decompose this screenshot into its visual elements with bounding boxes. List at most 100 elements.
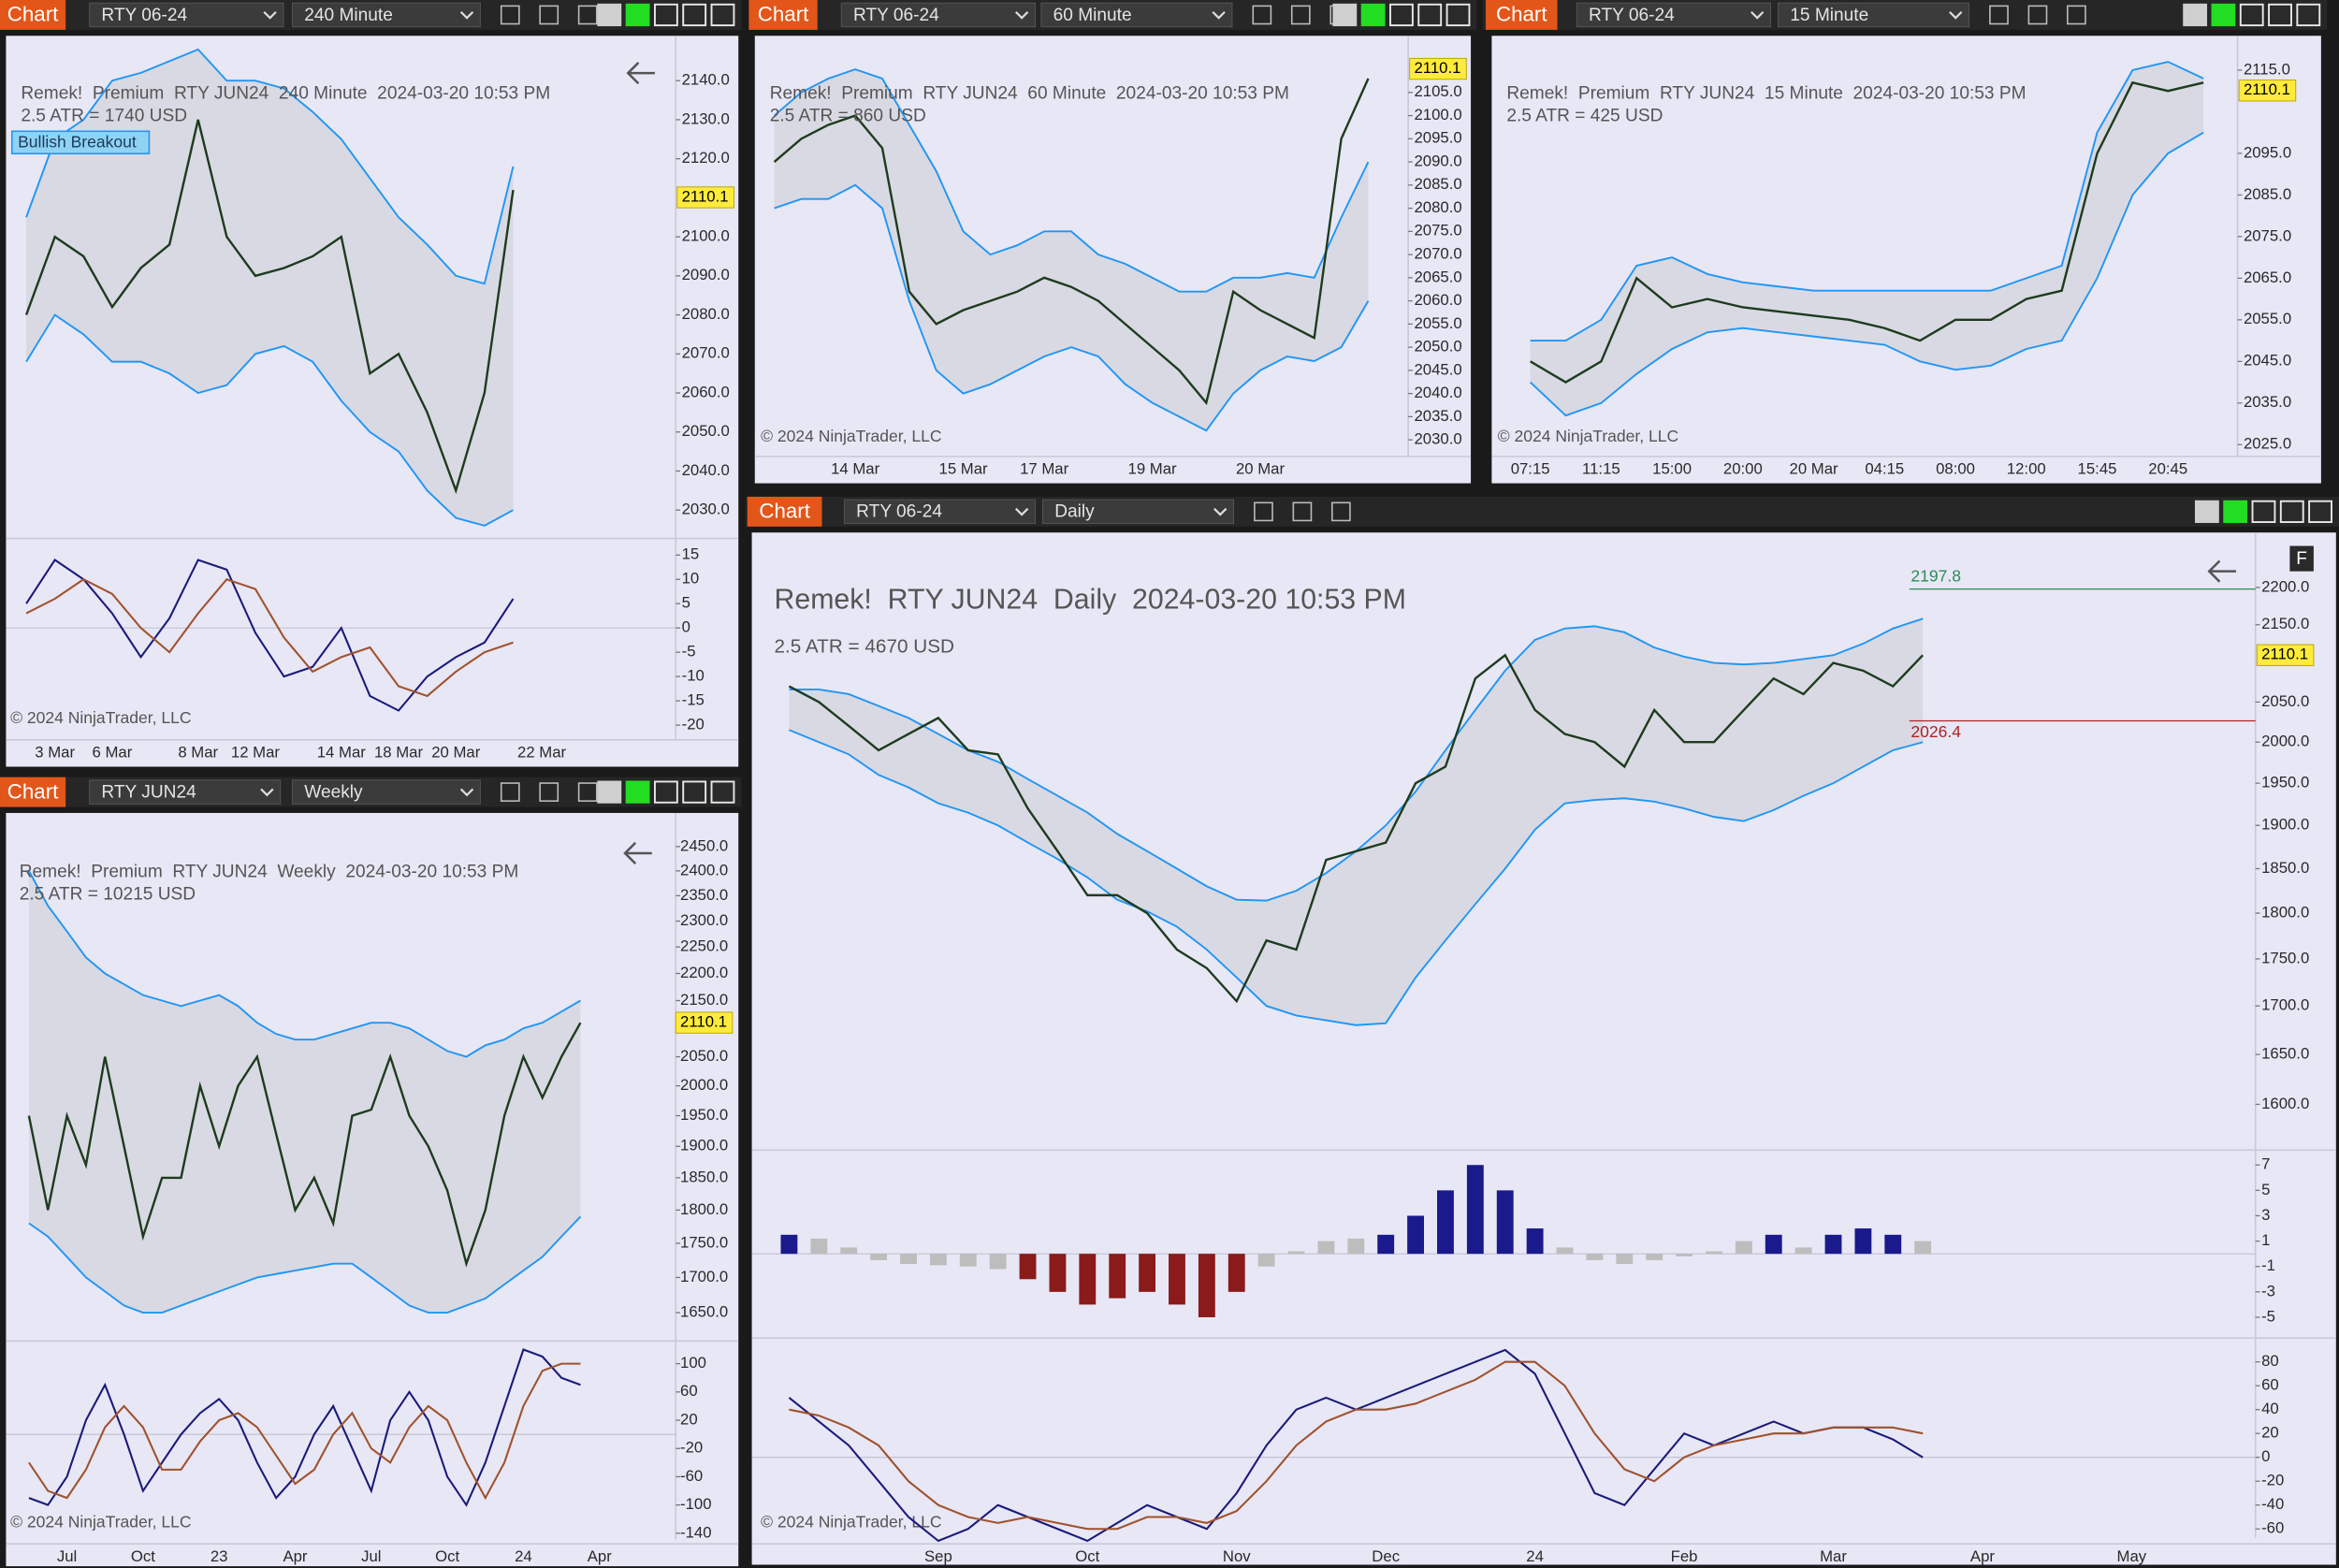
window-button[interactable] (2239, 3, 2264, 27)
period-dropdown[interactable] (292, 2, 481, 28)
window-button[interactable] (1417, 3, 1443, 27)
tool-icon[interactable] (1252, 5, 1272, 25)
window-button[interactable] (2183, 3, 2208, 27)
window-button[interactable] (710, 3, 735, 27)
chart-tab-label[interactable]: Chart (7, 779, 59, 803)
tool-icon[interactable] (2027, 5, 2048, 25)
y-tick-label: 2085.0 (1414, 175, 1461, 193)
window-button[interactable] (2296, 3, 2321, 27)
instrument-dropdown-label[interactable]: RTY JUN24 (101, 782, 196, 802)
panel-button-label[interactable]: F (2296, 549, 2307, 569)
window-button[interactable] (710, 780, 735, 804)
last-price-label: 2110.1 (682, 187, 729, 205)
instrument-dropdown-label[interactable]: RTY 06-24 (1589, 6, 1675, 25)
period-dropdown-label[interactable]: 15 Minute (1790, 6, 1868, 25)
x-tick-label: May (2117, 1547, 2147, 1565)
window-button[interactable] (2308, 500, 2332, 523)
dropdown-chevron[interactable] (260, 788, 274, 797)
x-tick-label: Dec (1372, 1547, 1400, 1565)
instrument-dropdown-label[interactable]: RTY 06-24 (853, 6, 939, 25)
window-button[interactable] (1446, 3, 1471, 27)
window-button[interactable] (1360, 3, 1386, 27)
y-tick-label: 2060.0 (682, 383, 730, 400)
dropdown-chevron[interactable] (459, 10, 474, 20)
window-button[interactable] (597, 780, 622, 804)
window-button[interactable] (2211, 3, 2236, 27)
window-button[interactable] (2268, 3, 2292, 27)
instrument-dropdown[interactable] (89, 2, 284, 28)
x-tick-label: Feb (1671, 1547, 1698, 1565)
window-button[interactable] (653, 3, 678, 27)
panel-button[interactable] (2289, 545, 2314, 572)
instrument-dropdown-label[interactable]: RTY 06-24 (856, 502, 942, 522)
tool-icon[interactable] (539, 782, 559, 802)
window-button[interactable] (625, 3, 650, 27)
y-tick-label: 1900.0 (2261, 816, 2309, 834)
back-arrow[interactable] (623, 841, 652, 865)
window-button[interactable] (1389, 3, 1414, 27)
tool-icon[interactable] (500, 5, 520, 25)
dropdown-chevron[interactable] (1751, 10, 1765, 20)
tool-icon[interactable] (1292, 501, 1313, 522)
window-button[interactable] (682, 3, 707, 27)
window-button[interactable] (597, 3, 622, 27)
chart-tab-label[interactable]: Chart (758, 3, 809, 26)
y-tick-label: 2070.0 (682, 344, 730, 362)
period-dropdown-label[interactable]: Weekly (304, 782, 363, 802)
dropdown-chevron[interactable] (1014, 10, 1029, 20)
instrument-dropdown-label[interactable]: RTY 06-24 (101, 6, 187, 25)
y-tick-label: 20 (680, 1410, 698, 1428)
instrument-dropdown[interactable] (1576, 2, 1772, 28)
period-dropdown-label[interactable]: Daily (1054, 502, 1095, 522)
tool-icon[interactable] (1989, 5, 2009, 25)
instrument-dropdown[interactable] (89, 779, 282, 805)
dropdown-chevron[interactable] (1212, 10, 1226, 20)
chart-tab-label[interactable]: Chart (7, 3, 59, 26)
dropdown-chevron[interactable] (263, 10, 277, 20)
window-button[interactable] (1332, 3, 1358, 27)
oscillator-line (28, 1362, 581, 1501)
chart-tab-label[interactable]: Chart (1496, 3, 1547, 26)
tool-icon[interactable] (2067, 5, 2086, 25)
tool-icon[interactable] (577, 5, 598, 25)
y-tick-label: 2000.0 (680, 1076, 728, 1094)
period-dropdown[interactable] (1040, 2, 1233, 28)
chart-tab-label[interactable]: Chart (759, 500, 810, 523)
back-arrow[interactable] (2207, 559, 2236, 583)
tool-icon[interactable] (1330, 501, 1351, 522)
chart-tab[interactable] (747, 496, 822, 527)
period-dropdown[interactable] (1778, 2, 1970, 28)
window-button[interactable] (682, 780, 707, 804)
tool-icon[interactable] (539, 5, 559, 25)
chart-tab[interactable] (0, 0, 66, 30)
chart-tab[interactable] (0, 777, 66, 807)
chart-tab[interactable] (1486, 0, 1558, 30)
y-tick-label: 2050.0 (680, 1047, 728, 1065)
dropdown-chevron[interactable] (459, 788, 474, 797)
tool-icon[interactable] (577, 782, 598, 802)
period-dropdown[interactable] (292, 779, 481, 805)
instrument-dropdown[interactable] (840, 2, 1036, 28)
y-tick-label: 2115.0 (2244, 60, 2290, 78)
back-arrow[interactable] (626, 62, 655, 85)
window-button[interactable] (2251, 500, 2276, 523)
window-button[interactable] (2279, 500, 2304, 523)
window-button[interactable] (653, 780, 678, 804)
level-label: 2026.4 (1910, 722, 1961, 741)
tool-icon[interactable] (1254, 501, 1273, 522)
tool-icon[interactable] (1290, 5, 1311, 25)
chart-tab[interactable] (748, 0, 818, 30)
dropdown-chevron[interactable] (1014, 507, 1029, 516)
dropdown-chevron[interactable] (1213, 507, 1228, 516)
period-dropdown[interactable] (1041, 499, 1235, 525)
dropdown-chevron[interactable] (1949, 10, 1963, 20)
instrument-dropdown[interactable] (843, 499, 1036, 525)
y-tick-label: 2075.0 (1414, 222, 1461, 240)
window-button[interactable] (2194, 500, 2219, 523)
window-button[interactable] (2223, 500, 2248, 523)
tool-icon[interactable] (500, 782, 520, 802)
period-dropdown-label[interactable]: 240 Minute (304, 6, 393, 25)
window-button[interactable] (625, 780, 650, 804)
period-dropdown-label[interactable]: 60 Minute (1053, 6, 1132, 25)
last-price-marker (675, 1011, 734, 1034)
